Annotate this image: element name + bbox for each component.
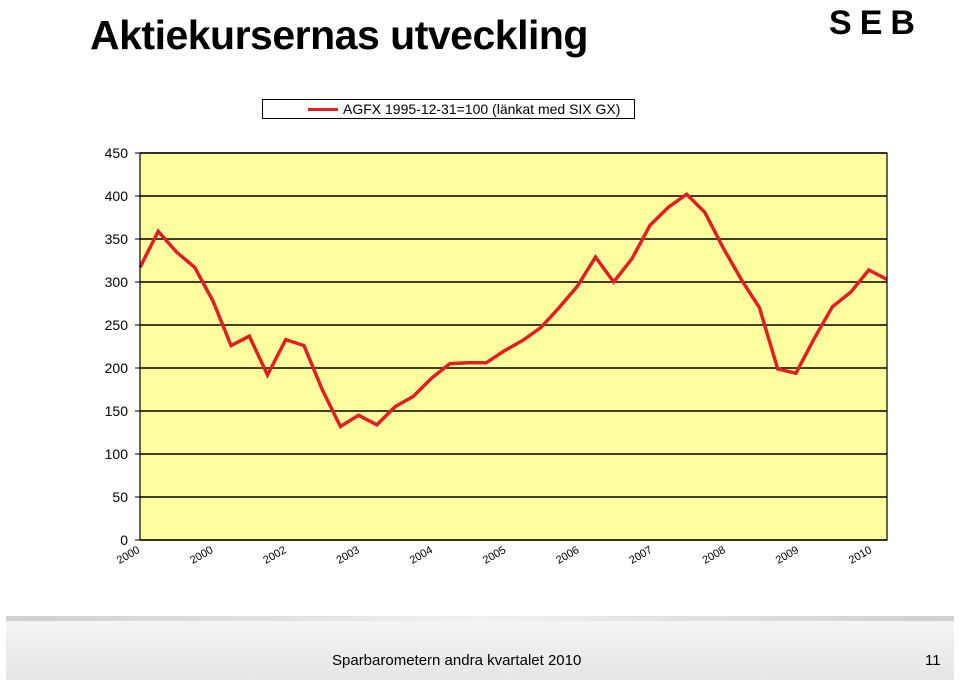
x-tick-label: 2006 [554,544,581,567]
y-tick-label: 150 [105,403,129,419]
x-axis-tick-labels: 2000 2000 2002 2003 2004 2005 2006 2007 2008 2009… [115,544,874,567]
x-tick-label: 2000 [115,544,142,567]
y-tick-label: 50 [112,489,128,505]
x-tick-label: 2004 [408,544,435,567]
logo-letter-s: S [829,4,852,42]
x-tick-label: 2002 [261,544,288,567]
line-chart: 0 50 100 150 200 250 300 350 400 450 2000 2000 2002… [105,145,888,567]
x-tick-label: 2009 [774,544,801,567]
y-tick-label: 0 [120,532,128,548]
y-tick-label: 200 [105,360,129,376]
y-tick-label: 300 [105,274,129,290]
page-number: 11 [925,652,941,669]
legend-swatch [308,107,338,111]
x-tick-label: 2000 [188,544,215,567]
x-tick-label: 2005 [481,544,508,567]
x-tick-label: 2010 [847,544,874,567]
y-tick-label: 350 [105,231,129,247]
x-tick-label: 2003 [334,544,361,567]
x-tick-label: 2008 [700,544,727,567]
page-title: Aktiekursernas utveckling [90,12,588,58]
y-tick-label: 100 [105,446,129,462]
y-tick-label: 250 [105,317,129,333]
logo-letter-e: E [859,4,883,42]
x-tick-label: 2007 [627,544,654,567]
y-axis-tick-labels: 0 50 100 150 200 250 300 350 400 450 [105,145,129,548]
footer-divider [6,616,954,621]
seb-logo: S E B [826,4,916,42]
legend-label: AGFX 1995-12-31=100 (länkat med SIX GX) [343,101,621,117]
logo-letter-b: B [890,4,915,42]
plot-border [139,152,888,541]
y-tick-label: 450 [105,145,129,161]
y-tick-label: 400 [105,188,129,204]
series-line [138,192,888,429]
chart-legend: AGFX 1995-12-31=100 (länkat med SIX GX) [262,99,635,119]
footer-text: Sparbarometern andra kvartalet 2010 [332,652,582,669]
footer-band [6,616,954,680]
